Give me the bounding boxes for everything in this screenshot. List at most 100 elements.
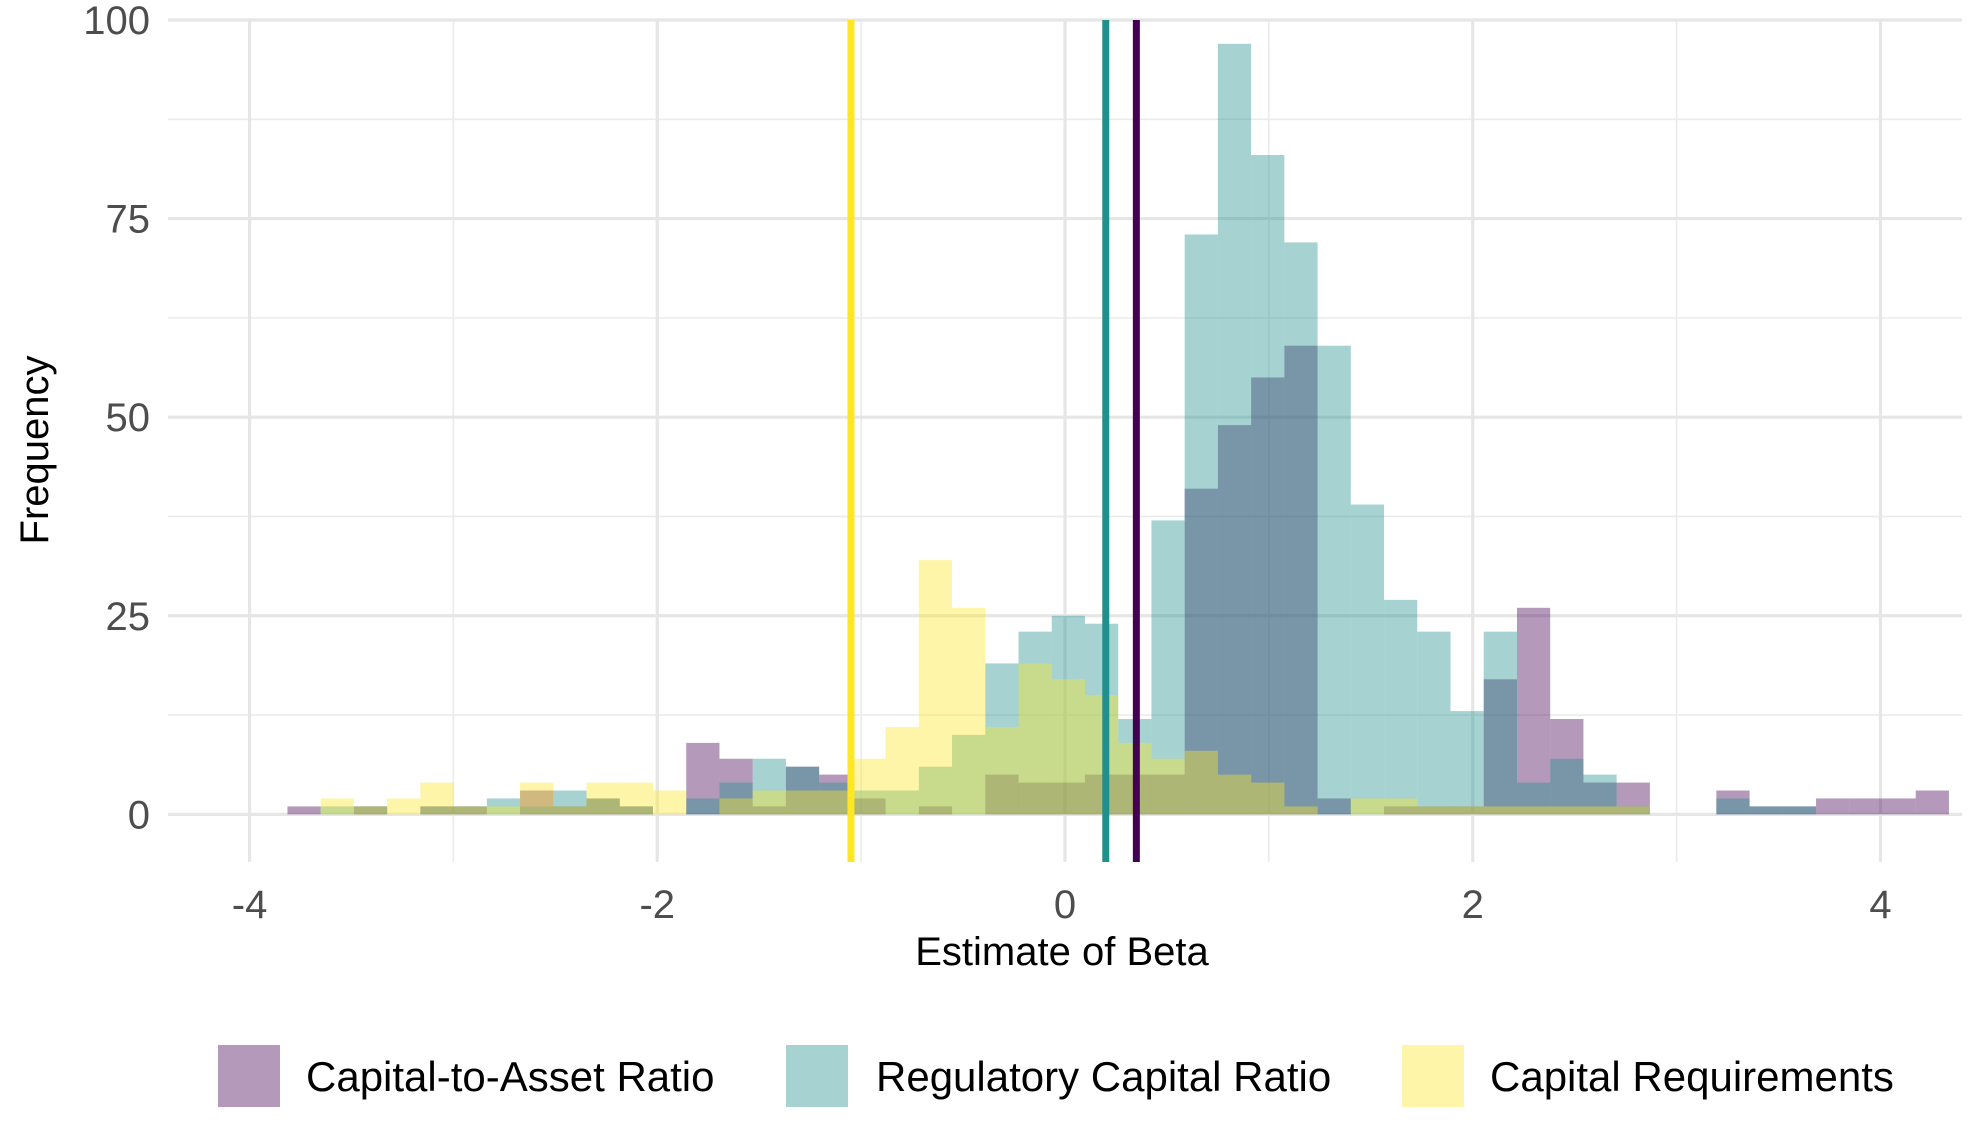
histogram-bar [852,758,886,815]
histogram-bar [387,798,421,815]
histogram-bar [819,782,853,815]
histogram-bar [486,806,521,815]
histogram-bar [1251,377,1285,815]
legend-label-capital-requirements: Capital Requirements [1490,1053,1894,1100]
histogram-bar [1716,798,1750,815]
y-tick-label: 50 [106,396,151,440]
legend-label-regulatory-capital: Regulatory Capital Ratio [876,1053,1331,1100]
series-0-bars [287,345,1949,815]
x-axis-title: Estimate of Beta [915,930,1209,974]
histogram-bar [1550,758,1584,815]
histogram-bar [719,782,753,815]
histogram-bar [686,798,720,815]
histogram-bar [885,726,919,815]
histogram-bar [1350,798,1385,815]
histogram-bar [1516,806,1551,815]
histogram-bar [1749,806,1783,815]
histogram-bar [1915,790,1949,815]
histogram-bar [1051,782,1085,815]
histogram-bar [819,790,853,815]
mean-lines [847,20,1140,862]
histogram-bar [520,806,554,815]
histogram-bar [985,663,1019,815]
histogram-bar [1184,488,1218,815]
histogram-bar [1251,782,1285,815]
histogram-bar [320,806,354,815]
histogram-bar [1450,711,1484,815]
histogram-bar [420,782,454,815]
histogram-bar [1384,806,1418,815]
histogram-bar [353,806,388,815]
histogram-bar [1450,806,1484,815]
histogram-bar [520,782,554,815]
histogram-bar [785,790,820,815]
histogram-bar [1616,806,1650,815]
histogram-bar [985,726,1019,815]
histogram-bar [453,806,487,815]
histogram-bar [1018,631,1052,815]
histogram-bar [1550,719,1584,815]
histogram-bar [1018,663,1052,815]
histogram-bar [553,806,587,815]
histogram-bar [1550,806,1584,815]
grid-lines [168,18,1962,862]
histogram-bar [1284,242,1318,815]
histogram-bar [1051,615,1085,815]
histogram-bar [1417,806,1451,815]
histogram-bar [885,790,919,815]
histogram-bar [719,758,753,815]
histogram-bar [1583,774,1617,815]
series-2-bars [320,560,1650,815]
x-axis-ticks: -4 -2 0 2 4 [232,883,1892,927]
y-axis-title: Frequency [13,356,57,545]
histogram-bar [1816,798,1850,815]
histogram-bar [1384,798,1418,815]
histogram-bar [652,790,687,815]
histogram-bar [1084,623,1119,815]
y-tick-label: 25 [106,595,151,639]
legend-key-capital-to-asset [218,1045,280,1107]
histogram-bar [453,806,487,815]
histogram-bar [1483,679,1517,815]
histogram-bar [752,790,786,815]
histogram-bar [1716,790,1750,815]
histogram-bar [1417,806,1451,815]
histogram-bar [719,798,753,815]
y-tick-label: 0 [128,793,150,837]
histogram-bar [918,806,953,815]
histogram-bar [486,798,521,815]
histogram-bar [686,742,720,815]
histogram-bar [1516,782,1551,815]
histogram-bar [1217,774,1252,815]
histogram-bar [453,806,487,815]
histogram-bar [1151,758,1185,815]
x-tick-label: 2 [1462,883,1484,927]
histogram-bar [1151,774,1185,815]
histogram-bar [1849,798,1883,815]
histogram-bar [619,806,653,815]
histogram-bar [1616,782,1650,815]
legend-label-capital-to-asset: Capital-to-Asset Ratio [306,1053,715,1100]
histogram-bar [1217,43,1252,815]
histogram-bar [852,790,886,815]
histogram-bar [353,806,388,815]
histogram-bar [1583,782,1617,815]
histogram-bar [1084,774,1119,815]
y-tick-label: 100 [83,0,150,43]
histogram-bar [553,790,587,815]
histogram-bar [785,766,820,815]
histogram-bar [586,782,620,815]
histogram-bar [1051,679,1085,815]
histogram-bar [1749,806,1783,815]
histogram-bar [1616,806,1650,815]
y-tick-label: 75 [106,198,151,242]
histogram-bar [619,782,653,815]
histogram-bar [1317,345,1351,815]
histogram-bar [1084,695,1119,815]
histogram-bar [918,560,953,815]
histogram-bar [1516,607,1551,815]
histogram-bar [785,766,820,815]
histogram-bar [1184,750,1218,815]
histogram-bar [553,806,587,815]
histogram-bar [985,774,1019,815]
